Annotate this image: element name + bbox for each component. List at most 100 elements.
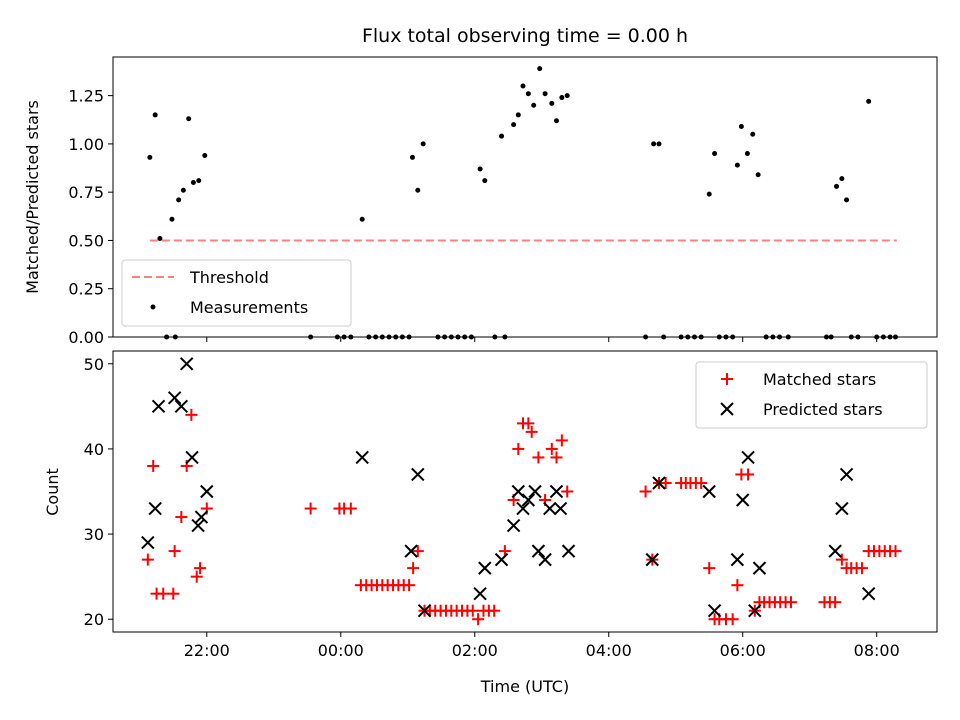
predicted-star-point xyxy=(561,544,576,558)
measurement-point xyxy=(844,197,850,203)
measurement-point xyxy=(511,122,517,128)
predicted-star-point xyxy=(752,561,767,575)
measurement-point xyxy=(834,183,840,189)
x-tick-label: 06:00 xyxy=(720,641,766,660)
matched-star-point xyxy=(403,579,416,592)
predicted-star-point xyxy=(478,561,492,575)
measurement-point xyxy=(180,187,186,193)
top-chart-title: Flux total observing time = 0.00 h xyxy=(362,25,688,47)
top-panel: Flux total observing time = 0.00 h 0.000… xyxy=(23,25,938,347)
matched-star-point xyxy=(472,613,485,626)
measurement-point xyxy=(157,236,163,242)
predicted-star-point xyxy=(549,484,564,499)
predicted-star-point xyxy=(179,357,194,371)
bottom-y-tick-label: 40 xyxy=(84,440,104,459)
measurement-point xyxy=(169,216,175,222)
predicted-star-point xyxy=(828,544,842,558)
bottom-y-tick-label: 50 xyxy=(84,355,104,374)
predicted-star-point xyxy=(494,552,509,567)
top-y-axis-label: Matched/Predicted stars xyxy=(23,100,42,294)
matched-star-point xyxy=(703,562,716,575)
predicted-star-point xyxy=(736,493,750,507)
top-legend-box xyxy=(121,259,352,327)
predicted-star-point xyxy=(473,586,487,601)
legend-predicted-swatch xyxy=(720,402,734,416)
matched-star-point xyxy=(550,451,563,464)
matched-star-point xyxy=(185,408,198,421)
measurement-point xyxy=(656,141,662,147)
measurement-point xyxy=(542,91,548,97)
predicted-star-point xyxy=(411,467,425,482)
legend-matched-swatch xyxy=(721,373,733,385)
legend-measurements-swatch xyxy=(150,304,156,310)
matched-star-point xyxy=(532,451,545,464)
predicted-star-point xyxy=(185,450,199,465)
matched-star-point xyxy=(344,502,357,515)
predicted-star-point xyxy=(521,493,536,507)
matched-star-point xyxy=(194,562,207,575)
predicted-star-point xyxy=(730,552,745,567)
measurement-point xyxy=(147,154,153,160)
matched-star-point xyxy=(889,545,902,558)
top-y-tick-label: 0.50 xyxy=(68,231,104,250)
x-tick-label: 08:00 xyxy=(854,641,900,660)
measurement-point xyxy=(549,100,555,106)
predicted-star-point xyxy=(553,501,568,516)
predicted-star-point xyxy=(148,501,162,516)
matched-star-point xyxy=(855,562,868,575)
measurement-point xyxy=(564,93,570,99)
matched-star-point xyxy=(731,579,744,592)
predicted-star-point xyxy=(200,484,214,499)
predicted-star-point xyxy=(645,552,659,567)
matched-star-point xyxy=(304,502,317,515)
matched-star-point xyxy=(525,425,538,438)
measurement-point xyxy=(651,141,657,147)
predicted-star-point xyxy=(511,484,526,499)
bottom-y-tick-label: 30 xyxy=(84,525,104,544)
predicted-star-point xyxy=(538,552,552,567)
x-tick-label: 00:00 xyxy=(318,641,364,660)
measurement-point xyxy=(531,102,537,108)
top-y-tick-label: 0.25 xyxy=(68,280,104,299)
matched-star-point xyxy=(407,562,420,575)
matched-star-point xyxy=(522,417,535,430)
matched-star-point xyxy=(835,553,848,566)
measurement-point xyxy=(359,216,365,222)
measurement-point xyxy=(839,176,845,182)
predicted-star-point xyxy=(167,391,182,405)
legend-matched-label: Matched stars xyxy=(763,370,876,389)
matched-star-point xyxy=(190,570,203,583)
predicted-star-point xyxy=(748,604,762,618)
predicted-star-point xyxy=(417,604,432,618)
predicted-star-point xyxy=(528,484,542,499)
measurement-point xyxy=(499,133,505,139)
top-legend: Threshold Measurements xyxy=(121,259,352,327)
matched-star-point xyxy=(512,442,525,455)
predicted-star-point xyxy=(531,544,546,558)
matched-star-point xyxy=(157,587,170,600)
measurement-point xyxy=(866,98,872,104)
measurement-point xyxy=(409,154,415,160)
bottom-axes-frame xyxy=(112,350,938,633)
legend-threshold-label: Threshold xyxy=(189,268,269,287)
matched-star-point xyxy=(561,485,574,498)
predicted-star-point xyxy=(151,399,166,414)
predicted-star-point xyxy=(355,450,369,465)
matched-star-point xyxy=(175,511,188,524)
matched-star-point xyxy=(147,459,160,472)
measurement-point xyxy=(734,162,740,168)
bottom-panel: 20 30 40 50 22:00 00:00 02:00 04:00 06:00 08:00 C… xyxy=(43,350,938,696)
legend-predicted-label: Predicted stars xyxy=(763,400,883,419)
x-tick-label: 02:00 xyxy=(452,641,498,660)
predicted-star-point xyxy=(652,476,666,490)
measurement-point xyxy=(520,83,526,89)
measurement-point xyxy=(738,124,744,130)
predicted-star-point xyxy=(707,604,722,618)
predicted-star-point xyxy=(141,535,155,550)
bottom-plot-area: 20 30 40 50 22:00 00:00 02:00 04:00 06:00 08:00 xyxy=(84,350,938,660)
measurement-point xyxy=(420,141,426,147)
predicted-star-point xyxy=(506,518,521,533)
measurement-point xyxy=(553,118,559,124)
measurement-point xyxy=(152,112,158,118)
